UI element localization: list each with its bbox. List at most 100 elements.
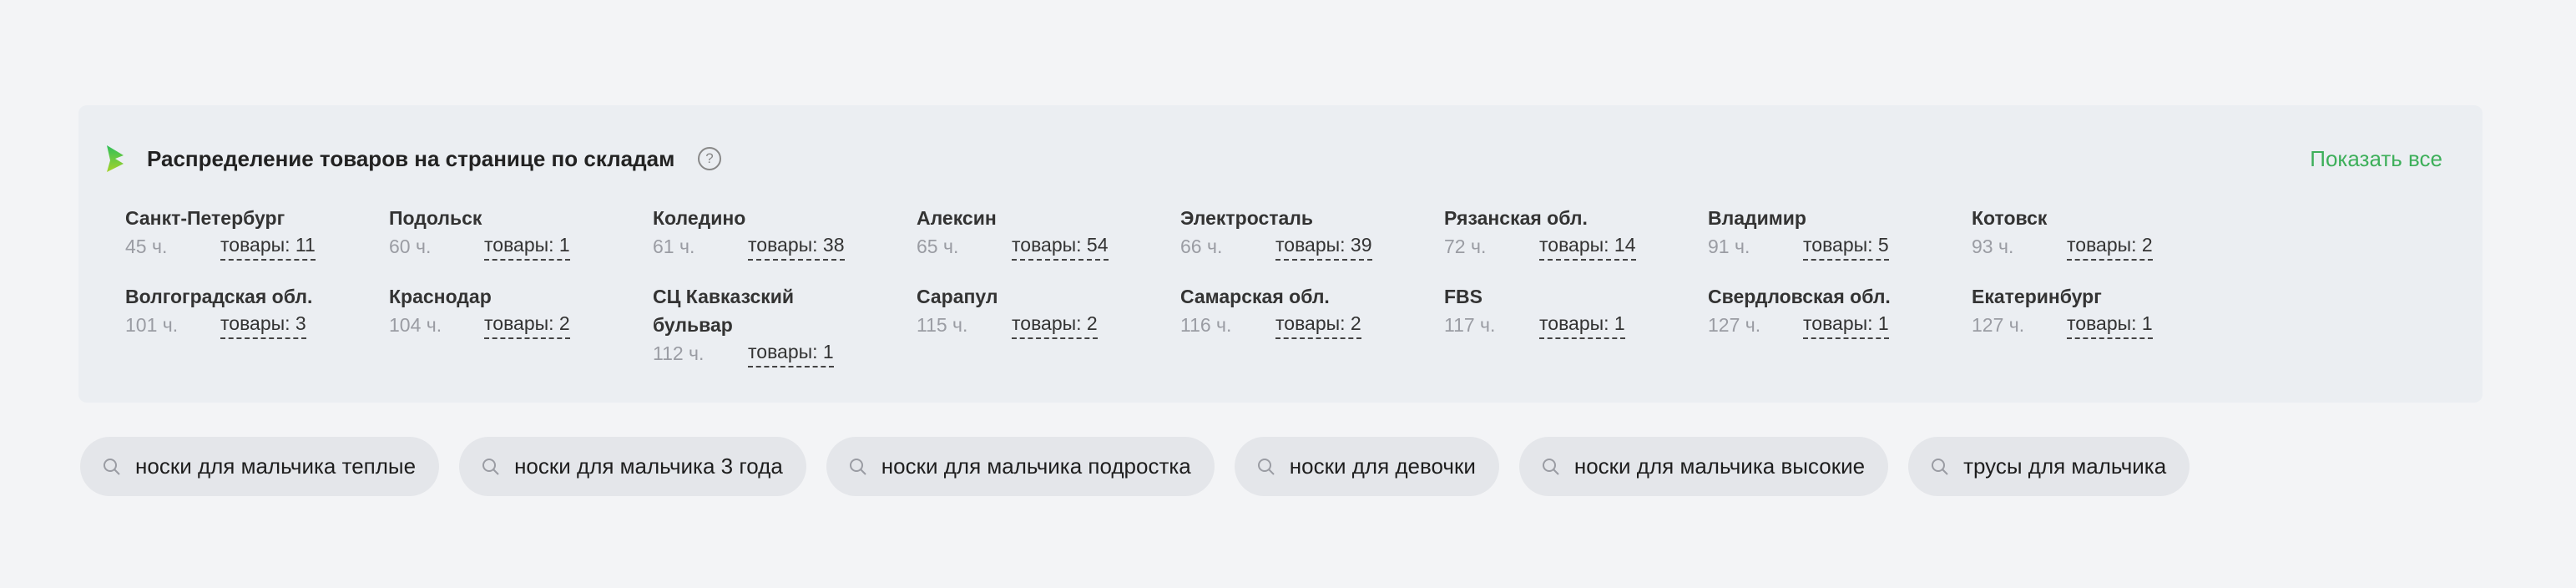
warehouse-grid: Санкт-Петербург 45 ч. товары: 11 Подольс…: [125, 204, 2235, 368]
warehouse-meta: 66 ч. товары: 39: [1180, 232, 1431, 261]
products-count-link[interactable]: товары: 1: [1803, 311, 1889, 339]
products-count-link[interactable]: товары: 5: [1803, 232, 1889, 261]
warehouse-distribution-panel: Распределение товаров на странице по скл…: [78, 105, 2483, 403]
search-chip-label: носки для девочки: [1289, 454, 1476, 479]
panel-title: Распределение товаров на странице по скл…: [147, 146, 675, 171]
search-chip[interactable]: носки для мальчика теплые: [80, 437, 440, 496]
show-all-link[interactable]: Показать все: [2310, 146, 2442, 171]
delivery-hours: 61 ч.: [653, 236, 695, 257]
warehouse-item: Самарская обл. 116 ч. товары: 2: [1180, 282, 1431, 368]
warehouse-item: Екатеринбург 127 ч. товары: 1: [1972, 282, 2222, 368]
search-chip[interactable]: носки для мальчика подростка: [826, 437, 1215, 496]
warehouse-item: Санкт-Петербург 45 ч. товары: 11: [125, 204, 376, 261]
products-count-link[interactable]: товары: 1: [484, 232, 570, 261]
warehouse-name: Электросталь: [1180, 207, 1314, 229]
delivery-hours: 127 ч.: [1708, 314, 1761, 336]
warehouse-name: Краснодар: [389, 286, 492, 307]
products-count-link[interactable]: товары: 39: [1275, 232, 1372, 261]
warehouse-meta: 115 ч. товары: 2: [917, 311, 1167, 339]
delivery-hours: 117 ч.: [1444, 314, 1496, 336]
warehouse-name: Санкт-Петербург: [125, 207, 285, 229]
warehouse-meta: 91 ч. товары: 5: [1708, 232, 1958, 261]
products-count-link[interactable]: товары: 11: [220, 232, 316, 261]
search-chip[interactable]: трусы для мальчика: [1908, 437, 2190, 496]
warehouse-name: Рязанская обл.: [1444, 207, 1588, 229]
warehouse-meta: 112 ч. товары: 1: [653, 339, 903, 368]
warehouse-item: Краснодар 104 ч. товары: 2: [389, 282, 639, 368]
warehouse-name: Екатеринбург: [1972, 286, 2102, 307]
warehouse-meta: 127 ч. товары: 1: [1708, 311, 1958, 339]
delivery-hours: 127 ч.: [1972, 314, 2025, 336]
search-chip[interactable]: носки для мальчика 3 года: [459, 437, 806, 496]
search-icon: [1932, 458, 1948, 475]
products-count-link[interactable]: товары: 3: [220, 311, 306, 339]
delivery-hours: 45 ч.: [125, 236, 168, 257]
search-chip[interactable]: носки для девочки: [1234, 437, 1499, 496]
search-icon: [1542, 458, 1559, 475]
search-chip-label: носки для мальчика высокие: [1573, 454, 1866, 479]
warehouse-item: Волгоградская обл. 101 ч. товары: 3: [125, 282, 376, 368]
search-icon: [104, 458, 120, 475]
search-icon: [482, 458, 499, 475]
warehouse-name: Подольск: [389, 207, 482, 229]
warehouse-meta: 127 ч. товары: 1: [1972, 311, 2222, 339]
search-chip-label: носки для мальчика теплые: [135, 454, 417, 479]
warehouse-name: Алексин: [917, 207, 997, 229]
search-icon: [1257, 458, 1275, 475]
delivery-hours: 72 ч.: [1444, 236, 1487, 257]
search-chip[interactable]: носки для мальчика высокие: [1518, 437, 1889, 496]
warehouse-item: Сарапул 115 ч. товары: 2: [917, 282, 1167, 368]
delivery-hours: 93 ч.: [1972, 236, 2014, 257]
warehouse-meta: 104 ч. товары: 2: [389, 311, 639, 339]
products-count-link[interactable]: товары: 1: [2067, 311, 2153, 339]
products-count-link[interactable]: товары: 2: [484, 311, 570, 339]
warehouse-name: Свердловская обл.: [1708, 286, 1891, 307]
logo-icon: [107, 145, 124, 172]
warehouse-item: Подольск 60 ч. товары: 1: [389, 204, 639, 261]
delivery-hours: 60 ч.: [389, 236, 432, 257]
products-count-link[interactable]: товары: 1: [1539, 311, 1625, 339]
delivery-hours: 112 ч.: [653, 342, 705, 364]
warehouse-meta: 60 ч. товары: 1: [389, 232, 639, 261]
products-count-link[interactable]: товары: 2: [1012, 311, 1098, 339]
delivery-hours: 116 ч.: [1180, 314, 1232, 336]
warehouse-meta: 117 ч. товары: 1: [1444, 311, 1695, 339]
warehouse-item: Алексин 65 ч. товары: 54: [917, 204, 1167, 261]
warehouse-name: Волгоградская обл.: [125, 286, 313, 307]
warehouse-item: Котовск 93 ч. товары: 2: [1972, 204, 2222, 261]
warehouse-meta: 93 ч. товары: 2: [1972, 232, 2222, 261]
warehouse-meta: 101 ч. товары: 3: [125, 311, 376, 339]
products-count-link[interactable]: товары: 54: [1012, 232, 1109, 261]
warehouse-item: Рязанская обл. 72 ч. товары: 14: [1444, 204, 1695, 261]
warehouse-item: Коледино 61 ч. товары: 38: [653, 204, 903, 261]
warehouse-name: FBS: [1444, 286, 1482, 307]
warehouse-meta: 61 ч. товары: 38: [653, 232, 903, 261]
warehouse-item: Электросталь 66 ч. товары: 39: [1180, 204, 1431, 261]
warehouse-item: СЦ Кавказский бульвар 112 ч. товары: 1: [653, 282, 903, 368]
warehouse-name: Самарская обл.: [1180, 286, 1330, 307]
products-count-link[interactable]: товары: 1: [748, 339, 834, 368]
warehouse-name: Котовск: [1972, 207, 2048, 229]
warehouse-item: Свердловская обл. 127 ч. товары: 1: [1708, 282, 1958, 368]
delivery-hours: 66 ч.: [1180, 236, 1223, 257]
warehouse-name: Сарапул: [917, 286, 998, 307]
search-chip-label: носки для мальчика 3 года: [514, 454, 783, 479]
products-count-link[interactable]: товары: 2: [1275, 311, 1361, 339]
warehouse-meta: 72 ч. товары: 14: [1444, 232, 1695, 261]
delivery-hours: 104 ч.: [389, 314, 442, 336]
warehouse-meta: 45 ч. товары: 11: [125, 232, 376, 261]
delivery-hours: 65 ч.: [917, 236, 959, 257]
delivery-hours: 101 ч.: [125, 314, 179, 336]
warehouse-item: FBS 117 ч. товары: 1: [1444, 282, 1695, 368]
search-chip-label: трусы для мальчика: [1963, 454, 2167, 479]
warehouse-name: СЦ Кавказский бульвар: [653, 286, 795, 336]
warehouse-meta: 65 ч. товары: 54: [917, 232, 1167, 261]
warehouse-name: Владимир: [1708, 207, 1806, 229]
search-suggestions: носки для мальчика теплые носки для мальч…: [80, 437, 2190, 496]
products-count-link[interactable]: товары: 38: [748, 232, 845, 261]
search-chip-label: носки для мальчика подростка: [881, 454, 1191, 479]
products-count-link[interactable]: товары: 2: [2067, 232, 2153, 261]
warehouse-item: Владимир 91 ч. товары: 5: [1708, 204, 1958, 261]
question-circle-icon[interactable]: ?: [698, 147, 721, 170]
products-count-link[interactable]: товары: 14: [1539, 232, 1636, 261]
